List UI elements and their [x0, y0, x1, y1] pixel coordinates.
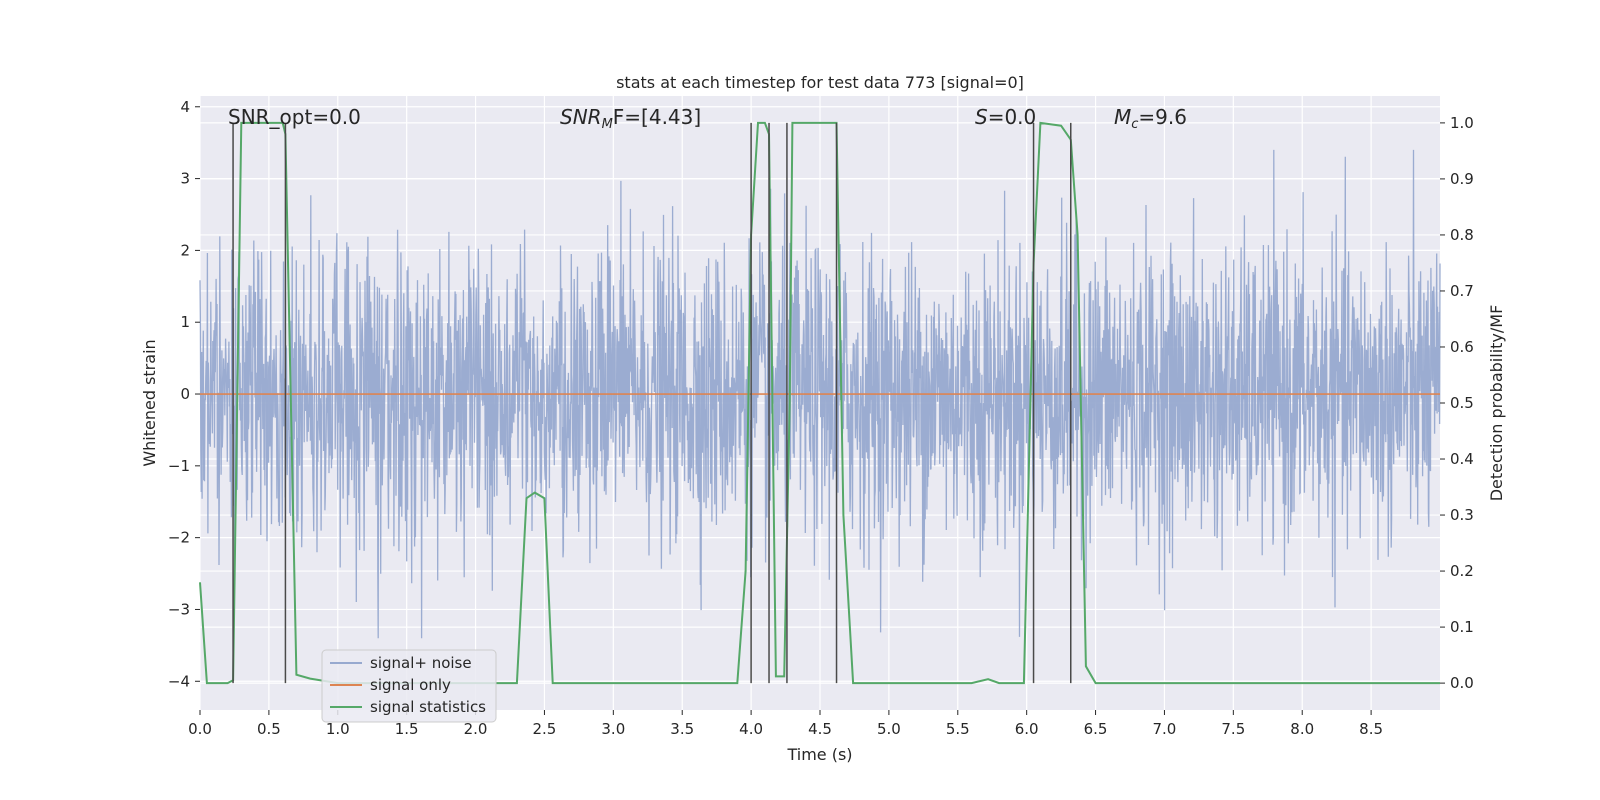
legend-label-signal: signal only — [370, 676, 451, 694]
y-tick-label: −3 — [168, 600, 190, 618]
y2-tick-label: 1.0 — [1450, 114, 1474, 132]
x-axis-label: Time (s) — [786, 745, 852, 764]
y-tick-label: −4 — [168, 672, 190, 690]
ticks: 0.0 0.5 1.0 1.5 2.0 2.5 3.0 3.5 4.0 4.5 5.0 5.5 6.0 6… — [168, 98, 1474, 738]
x-tick-label: 0.5 — [257, 720, 281, 738]
legend-label-noise: signal+ noise — [370, 654, 472, 672]
annotation-snr-mf-sub: M — [602, 117, 613, 132]
x-tick-label: 8.5 — [1359, 720, 1383, 738]
annotation-mc-value: Mc=9.6 — [1114, 105, 1187, 132]
series-signal-statistics — [199, 121, 1440, 685]
annotation-mc-rest: =9.6 — [1138, 105, 1187, 129]
annotation-snr-mf-rest: F=[4.43] — [613, 105, 701, 129]
x-tick-label: 8.0 — [1290, 720, 1314, 738]
y-tick-label: 1 — [180, 313, 190, 331]
x-tick-label: 1.0 — [326, 720, 350, 738]
y2-tick-label: 0.6 — [1450, 338, 1474, 356]
series-layer — [199, 121, 1440, 685]
y2-tick-label: 0.9 — [1450, 170, 1474, 188]
x-tick-label: 3.0 — [601, 720, 625, 738]
annotation-mc-main: M — [1114, 105, 1131, 129]
x-tick-label: 7.0 — [1153, 720, 1177, 738]
series-signal-noise — [199, 149, 1441, 639]
annotation-snr-mf: SNRMF=[4.43] — [560, 105, 701, 132]
x-tick-label: 6.5 — [1084, 720, 1108, 738]
y-tick-label: −1 — [168, 457, 190, 475]
legend-label-stats: signal statistics — [370, 698, 486, 716]
y2-axis-label: Detection probability/MF — [1487, 305, 1506, 502]
annotation-snr-mf-main: SNR — [560, 105, 602, 129]
y2-tick-label: 0.8 — [1450, 226, 1474, 244]
vertical-markers — [232, 122, 1072, 684]
y-tick-label: 0 — [180, 385, 190, 403]
x-tick-label: 5.5 — [946, 720, 970, 738]
x-tick-label: 2.5 — [533, 720, 557, 738]
chart-title: stats at each timestep for test data 773… — [616, 73, 1024, 92]
legend: signal+ noise signal only signal statist… — [321, 649, 497, 723]
annotation-s-rest: =0.0 — [988, 105, 1037, 129]
x-tick-label: 5.0 — [877, 720, 901, 738]
x-tick-label: 0.0 — [188, 720, 212, 738]
annotation-mc-sub: c — [1131, 117, 1138, 132]
annotation-snr-opt: SNR_opt=0.0 — [228, 105, 361, 129]
y2-tick-label: 0.4 — [1450, 450, 1474, 468]
x-tick-label: 4.0 — [739, 720, 763, 738]
y2-tick-label: 0.2 — [1450, 562, 1474, 580]
y-tick-label: −2 — [168, 529, 190, 547]
y-axis-label: Whitened strain — [140, 339, 159, 466]
y2-tick-label: 0.7 — [1450, 282, 1474, 300]
noise-series — [199, 149, 1441, 639]
x-tick-label: 3.5 — [670, 720, 694, 738]
y2-tick-label: 0.5 — [1450, 394, 1474, 412]
annotation-s-main: S — [975, 105, 988, 129]
legend-box — [321, 649, 497, 723]
y-tick-label: 2 — [180, 241, 190, 259]
y2-tick-label: 0.1 — [1450, 618, 1474, 636]
y-tick-label: 4 — [180, 98, 190, 116]
y2-tick-label: 0.3 — [1450, 506, 1474, 524]
x-tick-label: 4.5 — [808, 720, 832, 738]
x-tick-label: 6.0 — [1015, 720, 1039, 738]
y2-tick-label: 0.0 — [1450, 674, 1474, 692]
y-tick-label: 3 — [180, 170, 190, 188]
x-tick-label: 7.5 — [1221, 720, 1245, 738]
x-tick-label: 1.5 — [395, 720, 419, 738]
x-tick-label: 2.0 — [464, 720, 488, 738]
annotation-s-value: S=0.0 — [975, 105, 1036, 129]
